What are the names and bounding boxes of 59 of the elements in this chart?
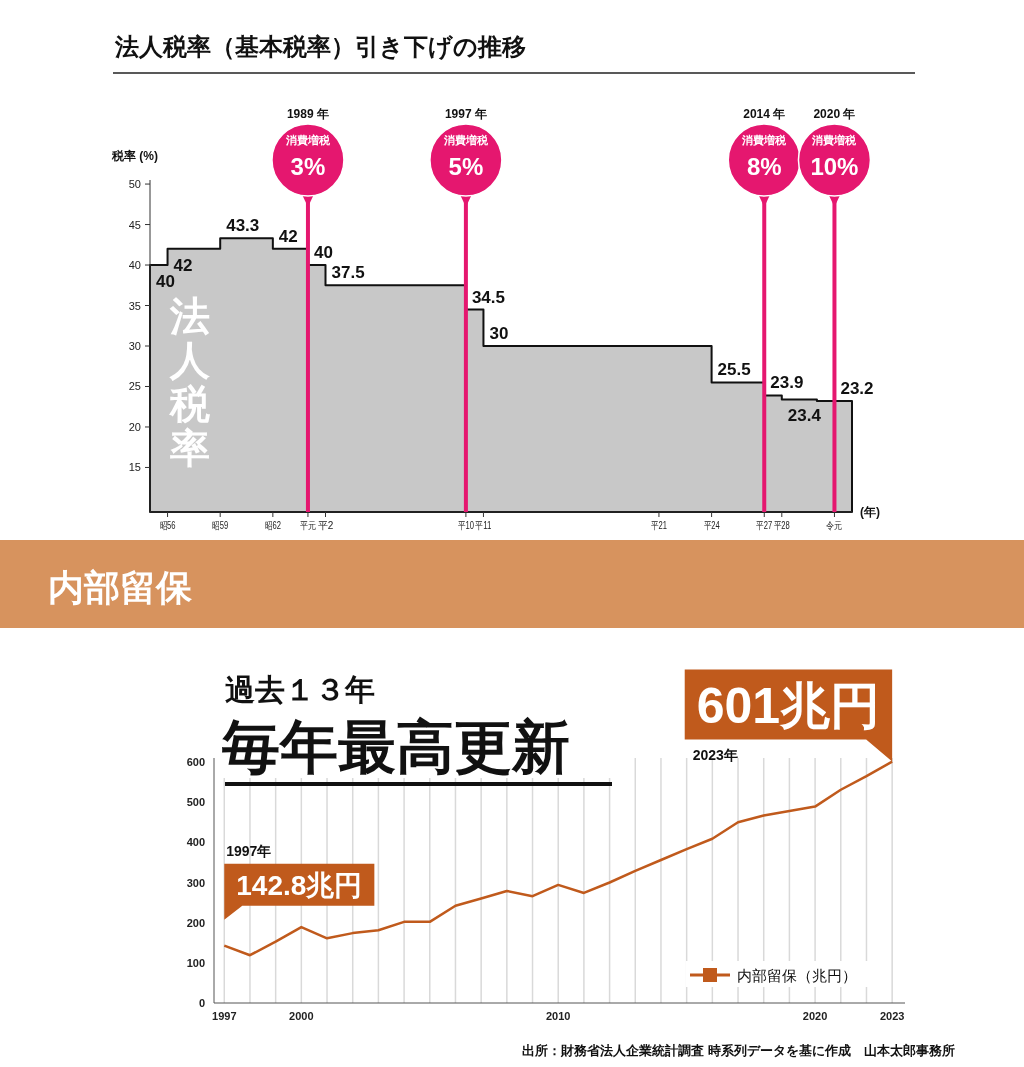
y-tick-label: 0 [198,997,205,1009]
data-label: 37.5 [331,263,365,283]
annotation: 毎年最高更新 [221,714,570,779]
y-tick-label: 500 [186,796,205,809]
data-label: 40 [313,243,333,263]
ref-line-label: 1997 年 [444,107,487,121]
x-tick-label: 2010 [545,1010,571,1022]
annotation: 2023年 [692,746,738,763]
text: 出所：財務省法人企業統計調査 時系列データを基に作成 山本太郎事務所 [522,1043,955,1058]
x-tick-label: 2000 [289,1010,314,1022]
chart-title: 法人税率（基本税率）引き下げの推移 [114,33,526,60]
chart-title: 内部留保 [48,567,193,608]
data-label: 23.2 [840,379,874,399]
legend-label: 内部留保（兆円） [737,967,857,984]
x-tick-label: 令元 [826,520,847,531]
data-label: 42 [173,255,193,275]
x-tick-label: 2020 [802,1010,828,1022]
y-axis-title: 税率 (%) [111,149,158,163]
text: 消費増税 8% [741,134,788,180]
text: 消費増税 5% [442,134,489,180]
y-tick-label: 600 [186,756,205,769]
data-label: 34.5 [471,287,505,307]
text: 消費増税 3% [284,134,331,180]
x-tick-label: 昭56 [159,520,181,531]
x-axis-title: (年) [860,505,880,519]
x-tick-label: 1997 [212,1010,237,1022]
y-tick-label: 25 [128,380,141,393]
x-tick-label: 平21 [650,520,673,531]
ref-line-label: 2020 年 [813,107,856,121]
annotation: 1997年 [226,842,272,859]
data-label: 30 [489,324,509,343]
ref-line-label: 2014 年 [743,107,786,121]
y-tick-label: 100 [186,956,205,969]
y-tick-label: 30 [128,340,141,352]
y-tick-label: 15 [128,461,141,474]
y-tick-label: 40 [128,259,141,272]
y-tick-label: 50 [128,178,141,191]
text: 消費増税 10% [810,134,859,180]
x-tick-label: 昭62 [264,520,286,531]
y-tick-label: 300 [186,876,205,889]
y-tick-label: 45 [128,218,141,231]
annotation: 142.8兆円 [236,869,363,901]
x-tick-label: 平24 [703,520,725,531]
data-label: 40 [156,272,175,292]
data-label: 25.5 [717,360,751,380]
chart-subtitle: 過去１３年 [225,673,375,706]
data-label: 23.9 [770,373,804,393]
x-tick-label: 昭59 [212,520,234,531]
ref-line-label: 1989 年 [286,107,329,121]
annotation: 601兆円 [696,677,881,734]
x-tick-label: 平2 [317,520,334,531]
data-label: 43.3 [226,216,260,236]
y-tick-label: 400 [186,836,205,849]
y-tick-label: 200 [186,916,205,929]
x-tick-label: 2023 [879,1010,905,1022]
y-tick-label: 35 [128,299,141,312]
data-label: 42 [278,226,298,246]
data-label: 23.4 [787,406,822,426]
y-tick-label: 20 [128,420,141,433]
